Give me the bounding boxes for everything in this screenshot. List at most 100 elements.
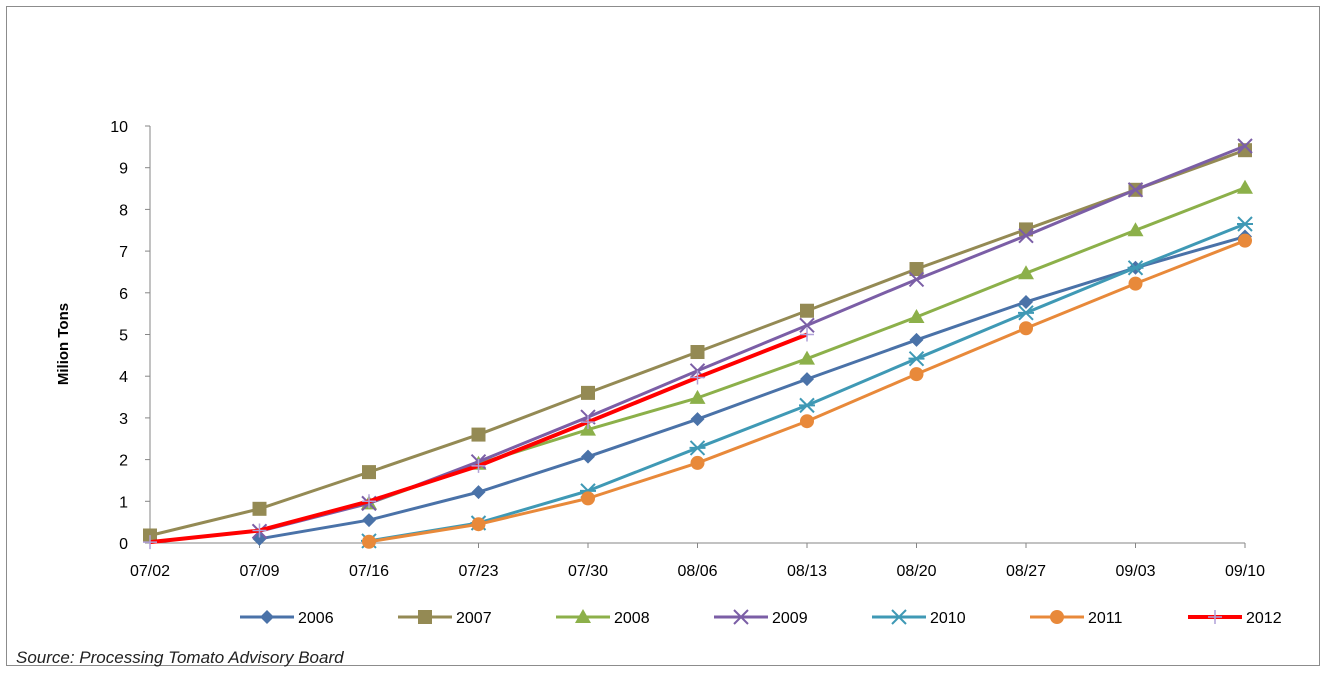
data-point-2011 xyxy=(471,517,486,532)
data-point-2011 xyxy=(1238,233,1252,248)
legend-label: 2008 xyxy=(614,610,650,627)
data-point-2011 xyxy=(909,367,924,382)
data-point-2010 xyxy=(799,397,815,414)
legend-marker xyxy=(260,610,274,624)
series-2011 xyxy=(362,233,1252,549)
data-point-2010 xyxy=(1127,260,1144,276)
data-point-2010 xyxy=(1018,305,1034,321)
data-point-2010 xyxy=(689,440,706,456)
series-2009 xyxy=(251,138,1253,540)
legend-marker xyxy=(1208,610,1222,624)
legend-label: 2010 xyxy=(930,610,966,627)
data-point-2007 xyxy=(252,501,267,516)
series-line-2006 xyxy=(259,235,1246,541)
data-point-2011 xyxy=(690,455,705,470)
chart-frame xyxy=(6,6,1320,666)
legend: 2006 2007 2008 2009 2010 2011 2012 xyxy=(240,609,1282,627)
y-axis-label: Milion Tons xyxy=(55,303,72,385)
data-point-2007 xyxy=(800,303,814,318)
axes: 0 1 2 3 4 5 6 7 8 9 10 07/02 07/09 07/16 07/23 07/30 08/… xyxy=(110,119,1265,580)
legend-label: 2011 xyxy=(1088,610,1123,627)
legend-label: 2007 xyxy=(456,610,492,627)
x-tick-label: 07/09 xyxy=(239,563,279,580)
data-point-2012 xyxy=(471,458,486,473)
data-point-2007 xyxy=(362,465,376,480)
data-point-2011 xyxy=(1128,276,1143,291)
x-tick-label: 07/23 xyxy=(458,563,498,580)
series-2006 xyxy=(252,229,1252,546)
data-point-2010 xyxy=(1237,216,1253,232)
source-note: Source: Processing Tomato Advisory Board xyxy=(16,648,344,667)
data-point-2012 xyxy=(362,494,376,509)
data-point-2007 xyxy=(909,262,924,277)
data-point-2011 xyxy=(362,534,376,549)
data-point-2006 xyxy=(800,372,814,387)
x-tick-label: 08/06 xyxy=(677,563,717,580)
y-tick-label: 1 xyxy=(119,494,128,511)
y-tick-label: 3 xyxy=(119,411,128,428)
y-tick-label: 5 xyxy=(119,328,128,345)
x-tick-label: 08/13 xyxy=(787,563,827,580)
data-point-2009 xyxy=(799,317,815,334)
data-point-2006 xyxy=(690,412,705,427)
data-point-2011 xyxy=(1019,321,1033,336)
data-point-2012 xyxy=(800,327,814,342)
legend-item-2010: 2010 xyxy=(872,609,966,627)
legend-label: 2006 xyxy=(298,610,334,627)
y-tick-label: 4 xyxy=(119,369,128,386)
x-tick-label: 08/27 xyxy=(1006,563,1046,580)
legend-marker xyxy=(733,609,749,625)
y-tick-label: 6 xyxy=(119,286,128,303)
legend-marker xyxy=(891,609,907,625)
y-tick-label: 0 xyxy=(119,536,128,553)
data-point-2007 xyxy=(581,385,595,400)
data-point-2006 xyxy=(909,332,924,347)
data-point-2011 xyxy=(800,414,814,429)
series-2012 xyxy=(143,327,814,550)
legend-item-2008: 2008 xyxy=(556,609,650,627)
data-point-2010 xyxy=(908,350,925,367)
data-point-2006 xyxy=(581,449,595,464)
data-point-2009 xyxy=(1237,138,1253,154)
data-point-2012 xyxy=(581,415,595,430)
series-2007 xyxy=(143,143,1252,543)
legend-item-2011: 2011 xyxy=(1030,610,1123,627)
y-tick-label: 10 xyxy=(110,119,128,136)
data-point-2006 xyxy=(362,513,376,528)
legend-label: 2009 xyxy=(772,610,808,627)
data-point-2008 xyxy=(1018,265,1034,280)
y-tick-label: 7 xyxy=(119,244,128,261)
series-line-2011 xyxy=(368,239,1246,544)
data-point-2006 xyxy=(1019,294,1033,309)
series-layer xyxy=(143,138,1253,550)
legend-label: 2012 xyxy=(1246,610,1282,627)
x-tick-label: 07/16 xyxy=(349,563,389,580)
series-line-2007 xyxy=(149,148,1246,537)
legend-item-2006: 2006 xyxy=(240,610,334,627)
data-point-2009 xyxy=(1018,227,1034,244)
legend-item-2012: 2012 xyxy=(1188,610,1282,627)
data-point-2006 xyxy=(471,485,486,500)
data-point-2008 xyxy=(799,350,815,365)
legend-marker xyxy=(418,610,432,624)
y-tick-label: 8 xyxy=(119,202,128,219)
data-point-2007 xyxy=(471,427,486,442)
data-point-2009 xyxy=(908,271,925,288)
x-tick-label: 08/20 xyxy=(896,563,936,580)
legend-marker xyxy=(1050,610,1064,624)
data-point-2008 xyxy=(689,389,706,404)
x-tick-label: 07/30 xyxy=(568,563,608,580)
x-tick-label: 09/10 xyxy=(1225,563,1265,580)
data-point-2011 xyxy=(581,491,595,506)
x-tick-label: 09/03 xyxy=(1115,563,1155,580)
data-point-2012 xyxy=(252,523,267,538)
y-tick-label: 2 xyxy=(119,453,128,470)
y-tick-label: 9 xyxy=(119,161,128,178)
data-point-2007 xyxy=(690,345,705,360)
data-point-2012 xyxy=(143,535,157,550)
legend-marker xyxy=(575,609,591,623)
x-tick-label: 07/02 xyxy=(130,563,170,580)
data-point-2012 xyxy=(690,370,705,385)
legend-item-2009: 2009 xyxy=(714,609,808,627)
